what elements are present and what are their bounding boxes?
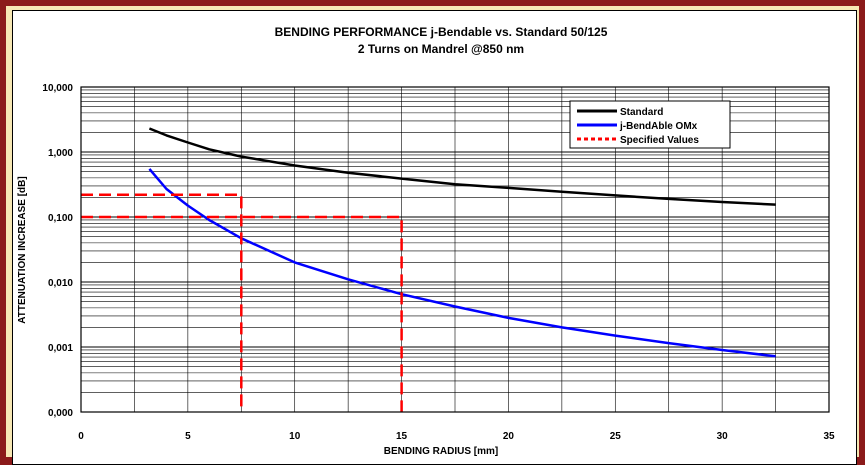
y-tick-label: 0,010 [48, 278, 73, 289]
y-tick-label: 0,001 [48, 343, 73, 354]
legend: Standard j-BendAble OMx Specified Values [569, 100, 731, 149]
y-tick-label: 1,000 [48, 148, 73, 159]
y-axis-label: ATTENUATION INCREASE [dB] [17, 176, 28, 323]
legend-label-standard: Standard [620, 107, 663, 118]
x-tick-label: 20 [503, 431, 515, 442]
x-tick-label: 35 [823, 431, 835, 442]
y-tick-labels: 0,000 0,001 0,010 0,100 1,000 10,000 [42, 83, 73, 419]
chart-title: BENDING PERFORMANCE j-Bendable vs. Stand… [275, 25, 608, 39]
series-specified-values-line [81, 215, 403, 412]
x-tick-labels: 0 5 10 15 20 25 30 35 [78, 431, 835, 442]
series-layer [81, 127, 776, 412]
chart-panel [12, 10, 857, 465]
x-axis-label: BENDING RADIUS [mm] [384, 446, 498, 457]
chart-subtitle: 2 Turns on Mandrel @850 nm [358, 42, 524, 56]
x-tick-label: 0 [78, 431, 84, 442]
series-standard-line [148, 127, 776, 206]
x-tick-label: 15 [396, 431, 408, 442]
y-tick-label: 0,100 [48, 213, 73, 224]
legend-label-specified-values: Specified Values [620, 135, 699, 146]
grid [80, 87, 830, 413]
y-tick-label: 0,000 [48, 408, 73, 419]
x-tick-label: 25 [610, 431, 622, 442]
y-tick-label: 10,000 [42, 83, 73, 94]
legend-label-j-bendable-omx: j-BendAble OMx [619, 121, 698, 132]
plot-area-border [80, 86, 830, 413]
x-tick-label: 10 [289, 431, 301, 442]
x-tick-label: 30 [717, 431, 729, 442]
x-tick-label: 5 [185, 431, 191, 442]
